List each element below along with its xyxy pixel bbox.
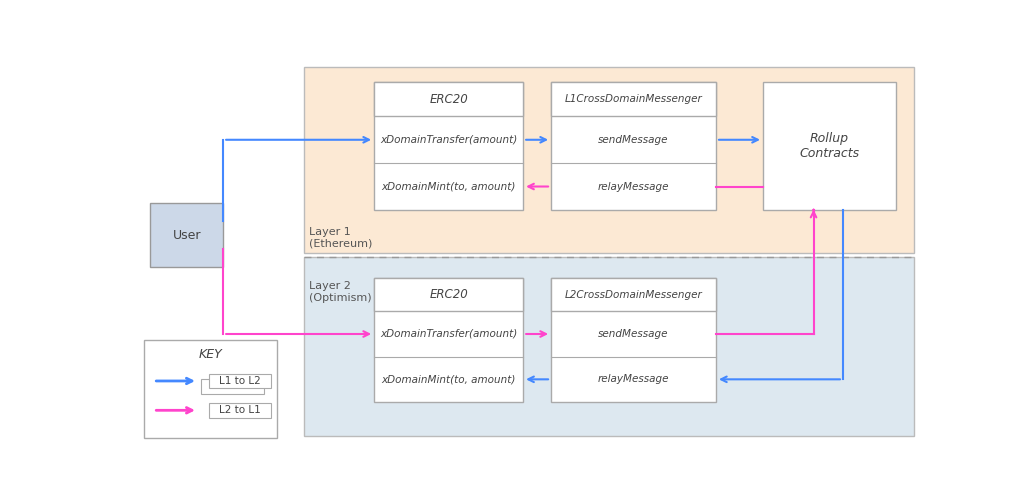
- Bar: [374, 82, 523, 116]
- Bar: [209, 373, 270, 389]
- Text: relayMessage: relayMessage: [598, 181, 670, 192]
- Bar: [551, 278, 716, 402]
- Bar: [551, 82, 716, 210]
- Text: Layer 1
(Ethereum): Layer 1 (Ethereum): [309, 227, 373, 249]
- Bar: [374, 278, 523, 402]
- Text: xDomainMint(to, amount): xDomainMint(to, amount): [381, 374, 516, 385]
- Bar: [201, 379, 264, 394]
- Text: sendMessage: sendMessage: [598, 329, 669, 339]
- Bar: [304, 68, 913, 253]
- Bar: [763, 82, 896, 210]
- Bar: [551, 278, 716, 311]
- Text: xDomainTransfer(amount): xDomainTransfer(amount): [380, 329, 517, 339]
- Text: L2 to L1: L2 to L1: [219, 405, 261, 415]
- Text: ERC20: ERC20: [429, 93, 468, 106]
- Text: L1 to L2: L1 to L2: [219, 376, 261, 386]
- Text: xDomainMint(to, amount): xDomainMint(to, amount): [381, 181, 516, 192]
- Text: KEY: KEY: [199, 348, 222, 361]
- Text: ERC20: ERC20: [429, 288, 468, 301]
- Bar: [374, 82, 523, 210]
- Text: Rollup
Contracts: Rollup Contracts: [800, 132, 859, 160]
- Bar: [304, 257, 913, 436]
- Bar: [551, 82, 716, 116]
- Text: L1CrossDomainMessenger: L1CrossDomainMessenger: [564, 94, 702, 104]
- Bar: [151, 203, 223, 267]
- Text: L2CrossDomainMessenger: L2CrossDomainMessenger: [564, 290, 702, 299]
- Text: User: User: [172, 229, 201, 241]
- Text: sendMessage: sendMessage: [598, 135, 669, 145]
- Bar: [143, 340, 278, 437]
- Text: xDomainTransfer(amount): xDomainTransfer(amount): [380, 135, 517, 145]
- Bar: [374, 278, 523, 311]
- Bar: [209, 403, 270, 418]
- Text: Layer 2
(Optimism): Layer 2 (Optimism): [309, 281, 372, 302]
- Text: relayMessage: relayMessage: [598, 374, 670, 385]
